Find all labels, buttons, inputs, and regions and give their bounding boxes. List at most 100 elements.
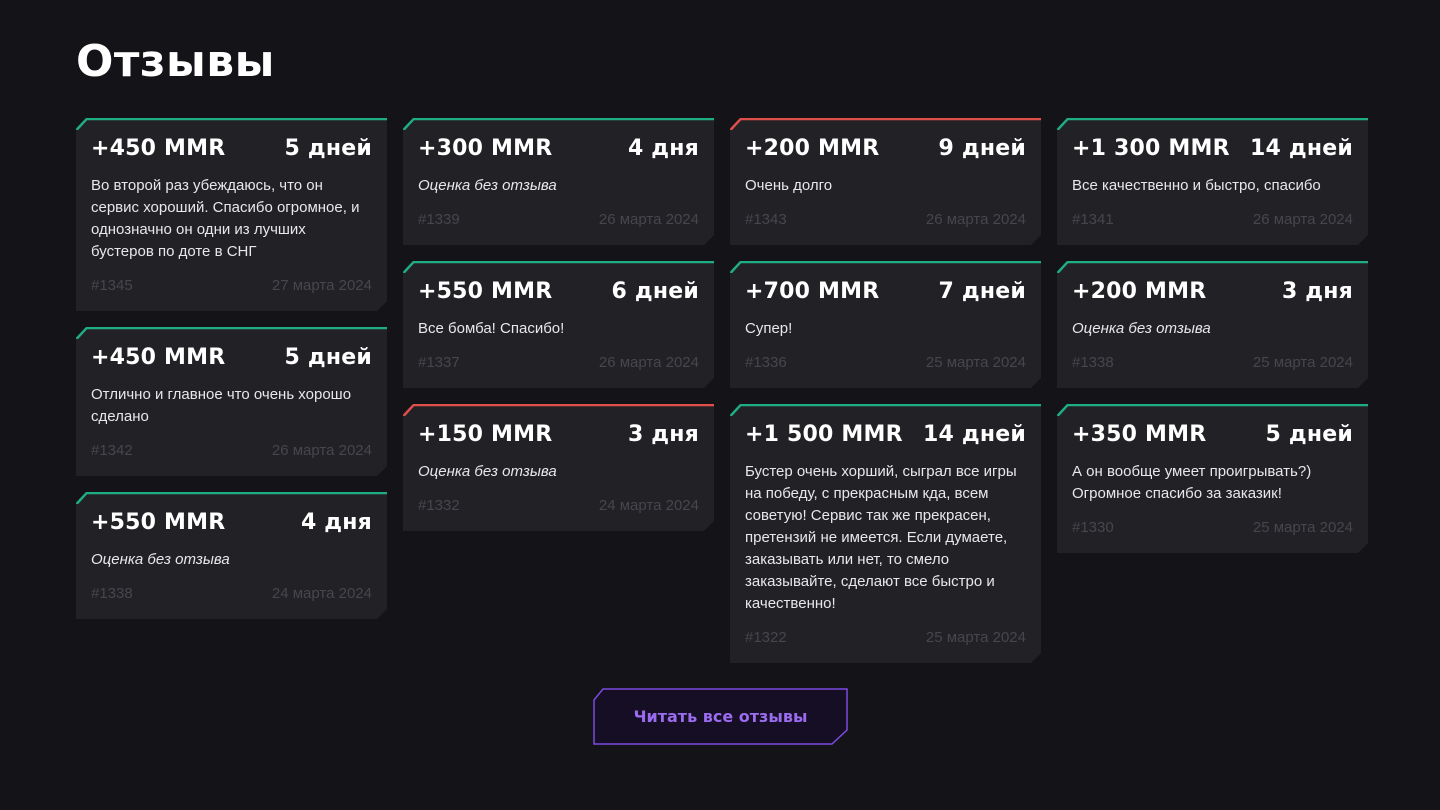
order-id: #1339 — [418, 211, 460, 228]
card-header: +300 MMR 4 дня — [418, 133, 699, 163]
order-id: #1330 — [1072, 519, 1114, 536]
card-header: +450 MMR 5 дней — [91, 342, 372, 372]
review-date: 25 марта 2024 — [925, 629, 1026, 646]
card-header: +200 MMR 9 дней — [745, 133, 1026, 163]
boost-duration: 3 дня — [1281, 278, 1353, 304]
mmr-gain: +150 MMR — [418, 421, 553, 447]
order-id: #1341 — [1072, 211, 1114, 228]
card-accent-line — [730, 118, 1041, 130]
card-footer: #1337 26 марта 2024 — [418, 352, 699, 374]
boost-duration: 6 дней — [611, 278, 699, 304]
boost-duration: 7 дней — [938, 278, 1026, 304]
order-id: #1338 — [1072, 354, 1114, 371]
boost-duration: 5 дней — [284, 344, 372, 370]
review-card: +200 MMR 3 дня Оценка без отзыва #1338 2… — [1057, 261, 1368, 388]
order-id: #1336 — [745, 354, 787, 371]
card-header: +700 MMR 7 дней — [745, 276, 1026, 306]
boost-duration: 14 дней — [1250, 135, 1353, 161]
button-frame — [593, 688, 848, 745]
order-id: #1345 — [91, 277, 133, 294]
review-card: +1 500 MMR 14 дней Бустер очень хорший, … — [730, 404, 1041, 663]
review-text: Все бомба! Спасибо! — [418, 320, 565, 337]
boost-duration: 4 дня — [300, 509, 372, 535]
mmr-gain: +300 MMR — [418, 135, 553, 161]
review-date: 24 марта 2024 — [598, 497, 699, 514]
card-accent-line — [1057, 261, 1368, 273]
review-text: Во второй раз убеждаюсь, что он сервис х… — [91, 177, 360, 260]
review-text: Оценка без отзыва — [1072, 320, 1211, 337]
read-all-reviews-button[interactable]: Читать все отзывы — [593, 688, 848, 745]
review-text: Все качественно и быстро, спасибо — [1072, 177, 1321, 194]
card-accent-line — [403, 118, 714, 130]
review-date: 24 марта 2024 — [271, 585, 372, 602]
order-id: #1338 — [91, 585, 133, 602]
mmr-gain: +1 300 MMR — [1072, 135, 1230, 161]
card-footer: #1342 26 марта 2024 — [91, 440, 372, 462]
card-header: +350 MMR 5 дней — [1072, 419, 1353, 449]
review-card: +150 MMR 3 дня Оценка без отзыва #1332 2… — [403, 404, 714, 531]
review-date: 27 марта 2024 — [271, 277, 372, 294]
review-card: +200 MMR 9 дней Очень долго #1343 26 мар… — [730, 118, 1041, 245]
mmr-gain: +200 MMR — [745, 135, 880, 161]
review-text: Оценка без отзыва — [418, 463, 557, 480]
page-title: Отзывы — [76, 36, 275, 87]
boost-duration: 14 дней — [923, 421, 1026, 447]
review-text: Отлично и главное что очень хорошо сдела… — [91, 386, 352, 425]
card-header: +1 500 MMR 14 дней — [745, 419, 1026, 449]
boost-duration: 9 дней — [938, 135, 1026, 161]
card-footer: #1330 25 марта 2024 — [1072, 517, 1353, 539]
card-accent-line — [76, 492, 387, 504]
card-accent-line — [730, 404, 1041, 416]
order-id: #1343 — [745, 211, 787, 228]
review-text: Оценка без отзыва — [91, 551, 230, 568]
review-date: 26 марта 2024 — [925, 211, 1026, 228]
review-card: +1 300 MMR 14 дней Все качественно и быс… — [1057, 118, 1368, 245]
boost-duration: 4 дня — [627, 135, 699, 161]
review-card: +550 MMR 6 дней Все бомба! Спасибо! #133… — [403, 261, 714, 388]
reviews-column-4: +1 300 MMR 14 дней Все качественно и быс… — [1057, 118, 1368, 553]
mmr-gain: +450 MMR — [91, 135, 226, 161]
mmr-gain: +450 MMR — [91, 344, 226, 370]
boost-duration: 5 дней — [284, 135, 372, 161]
review-date: 26 марта 2024 — [271, 442, 372, 459]
card-header: +550 MMR 4 дня — [91, 507, 372, 537]
review-card: +550 MMR 4 дня Оценка без отзыва #1338 2… — [76, 492, 387, 619]
card-accent-line — [730, 261, 1041, 273]
card-accent-line — [1057, 404, 1368, 416]
order-id: #1322 — [745, 629, 787, 646]
card-footer: #1338 25 марта 2024 — [1072, 352, 1353, 374]
card-footer: #1322 25 марта 2024 — [745, 627, 1026, 649]
review-date: 26 марта 2024 — [1252, 211, 1353, 228]
boost-duration: 5 дней — [1265, 421, 1353, 447]
order-id: #1332 — [418, 497, 460, 514]
card-footer: #1336 25 марта 2024 — [745, 352, 1026, 374]
card-accent-line — [76, 327, 387, 339]
review-text: А он вообще умеет проигрывать?) Огромное… — [1072, 463, 1312, 502]
card-header: +450 MMR 5 дней — [91, 133, 372, 163]
review-date: 25 марта 2024 — [1252, 354, 1353, 371]
review-card: +450 MMR 5 дней Во второй раз убеждаюсь,… — [76, 118, 387, 311]
mmr-gain: +350 MMR — [1072, 421, 1207, 447]
reviews-column-2: +300 MMR 4 дня Оценка без отзыва #1339 2… — [403, 118, 714, 531]
card-footer: #1339 26 марта 2024 — [418, 209, 699, 231]
review-card: +350 MMR 5 дней А он вообще умеет проигр… — [1057, 404, 1368, 553]
order-id: #1337 — [418, 354, 460, 371]
card-accent-line — [403, 404, 714, 416]
reviews-grid: +450 MMR 5 дней Во второй раз убеждаюсь,… — [76, 118, 1368, 663]
mmr-gain: +1 500 MMR — [745, 421, 903, 447]
mmr-gain: +200 MMR — [1072, 278, 1207, 304]
review-date: 25 марта 2024 — [1252, 519, 1353, 536]
card-footer: #1332 24 марта 2024 — [418, 495, 699, 517]
review-text: Очень долго — [745, 177, 833, 194]
read-all-reviews-label: Читать все отзывы — [633, 707, 808, 726]
reviews-column-3: +200 MMR 9 дней Очень долго #1343 26 мар… — [730, 118, 1041, 663]
card-accent-line — [403, 261, 714, 273]
boost-duration: 3 дня — [627, 421, 699, 447]
mmr-gain: +550 MMR — [91, 509, 226, 535]
card-footer: #1341 26 марта 2024 — [1072, 209, 1353, 231]
card-header: +150 MMR 3 дня — [418, 419, 699, 449]
card-accent-line — [1057, 118, 1368, 130]
review-text: Оценка без отзыва — [418, 177, 557, 194]
review-text: Бустер очень хорший, сыграл все игры на … — [745, 463, 1017, 612]
card-footer: #1338 24 марта 2024 — [91, 583, 372, 605]
